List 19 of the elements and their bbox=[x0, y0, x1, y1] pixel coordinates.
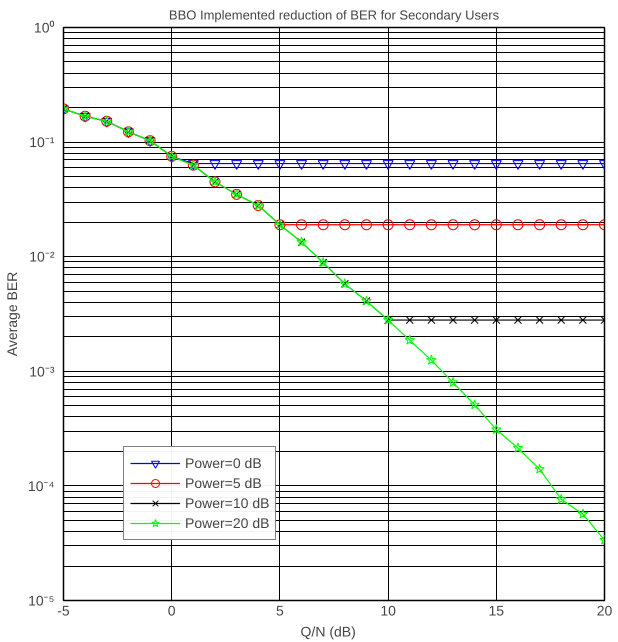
x-tick-label: -5 bbox=[57, 602, 70, 618]
x-axis-title: Q/N (dB) bbox=[300, 624, 356, 640]
y-tick-label: 10⁻⁵ bbox=[28, 592, 55, 608]
legend-label: Power=10 dB bbox=[185, 495, 270, 511]
x-tick-label: 10 bbox=[380, 602, 396, 618]
legend-label: Power=0 dB bbox=[185, 455, 262, 471]
y-tick-label: 10⁻¹ bbox=[29, 134, 55, 150]
x-tick-label: 0 bbox=[168, 602, 176, 618]
legend-label: Power=20 dB bbox=[185, 515, 270, 531]
y-tick-label: 10⁻³ bbox=[29, 363, 55, 380]
y-tick-label: 10⁻⁴ bbox=[28, 478, 55, 494]
y-axis-title: Average BER bbox=[4, 272, 20, 356]
y-tick-label: 10⁰ bbox=[34, 20, 55, 36]
x-tick-label: 15 bbox=[488, 602, 504, 618]
y-tick-label: 10⁻² bbox=[29, 248, 55, 265]
x-tick-label: 5 bbox=[276, 602, 284, 618]
legend-label: Power=5 dB bbox=[185, 475, 262, 491]
chart-title: BBO Implemented reduction of BER for Secondary Users bbox=[168, 8, 500, 22]
x-tick-label: 20 bbox=[596, 602, 612, 618]
